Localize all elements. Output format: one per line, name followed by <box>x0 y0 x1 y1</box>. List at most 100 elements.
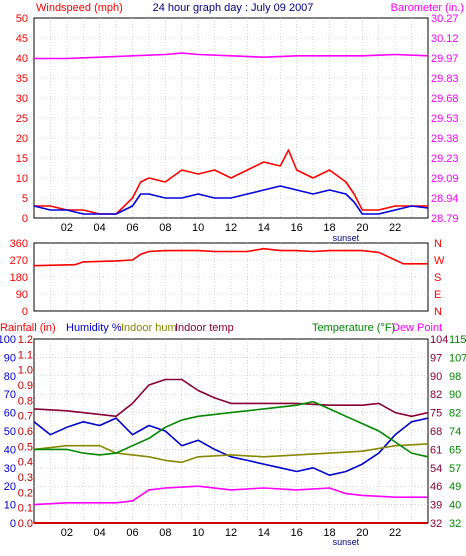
x-tick-label: 02 <box>61 222 73 234</box>
windspeed-tick-label: 15 <box>16 153 28 165</box>
compass-label: E <box>434 289 441 301</box>
humidity-tick-label: 70 <box>4 389 16 401</box>
humidity-tick-label: 10 <box>4 500 16 512</box>
rain-tick-label: 0.7 <box>18 411 33 423</box>
rain-tick-label: 0.1 <box>18 503 33 515</box>
barometer-axis-label: Barometer (in.) <box>391 2 464 14</box>
compass-label: S <box>434 272 441 284</box>
windspeed-tick-label: 10 <box>16 173 28 185</box>
compass-label: W <box>434 255 445 267</box>
x-tick-label: 04 <box>94 527 106 539</box>
temp-tick-label-b: 49 <box>449 481 461 493</box>
barometer-tick-label: 29.68 <box>431 93 459 105</box>
x-tick-label: 10 <box>192 222 204 234</box>
series-line-wind_avg <box>33 185 429 215</box>
x-tick-label: 12 <box>225 527 237 539</box>
windspeed-tick-label: 20 <box>16 133 28 145</box>
windspeed-tick-label: 0 <box>22 213 28 225</box>
humidity-tick-label: 60 <box>4 408 16 420</box>
x-tick-label: 22 <box>389 222 401 234</box>
rainfall-axis-label: Rainfall (in) <box>0 322 56 334</box>
x-tick-label: 16 <box>291 222 303 234</box>
series-line-temperature <box>34 400 429 458</box>
temp-tick-label-b: 57 <box>449 463 461 475</box>
direction-tick-label: 0 <box>22 306 28 318</box>
temp-tick-label-a: 32 <box>430 518 442 530</box>
series-line-indoor_temp <box>33 378 429 418</box>
temp-tick-label-a: 97 <box>430 352 442 364</box>
rain-tick-label: 0.3 <box>18 472 33 484</box>
direction-tick-label: 90 <box>16 289 28 301</box>
windspeed-tick-label: 5 <box>22 193 28 205</box>
x-tick-label: 14 <box>258 527 270 539</box>
barometer-tick-label: 29.38 <box>431 133 459 145</box>
windspeed-tick-label: 50 <box>16 13 28 25</box>
barometer-tick-label: 28.79 <box>431 213 459 225</box>
rain-tick-label: 0.0 <box>18 518 33 530</box>
temp-tick-label-a: 82 <box>430 389 442 401</box>
humidity-tick-label: 30 <box>4 463 16 475</box>
x-tick-label: 20 <box>356 527 368 539</box>
temp-tick-label-a: 75 <box>430 408 442 420</box>
temp-tick-label-a: 46 <box>430 481 442 493</box>
x-tick-label: 18 <box>323 222 335 234</box>
x-tick-label: 10 <box>192 527 204 539</box>
temp-tick-label-b: 74 <box>449 426 461 438</box>
x-tick-label: 08 <box>159 222 171 234</box>
series-line-humidity <box>33 417 429 477</box>
x-tick-label: 02 <box>61 527 73 539</box>
humidity-tick-label: 20 <box>4 481 16 493</box>
barometer-tick-label: 29.23 <box>431 153 459 165</box>
x-tick-label: 16 <box>291 527 303 539</box>
windspeed-tick-label: 30 <box>16 93 28 105</box>
indoor-temp-label: Indoor temp <box>175 322 234 334</box>
temp-tick-label-b: 115 <box>449 334 466 346</box>
humidity-tick-label: 80 <box>4 371 16 383</box>
dew-point-label: Dew Point <box>392 322 442 334</box>
x-tick-label: 18 <box>323 527 335 539</box>
rain-tick-label: 1.0 <box>18 365 33 377</box>
x-tick-label: 14 <box>258 222 270 234</box>
rain-tick-label: 0.8 <box>18 395 33 407</box>
x-tick-label: 06 <box>126 222 138 234</box>
x-tick-label: 06 <box>126 527 138 539</box>
humidity-tick-label: 0 <box>10 518 16 530</box>
barometer-tick-label: 29.53 <box>431 113 459 125</box>
rain-tick-label: 0.9 <box>18 380 33 392</box>
sunset-label-2: sunset <box>333 537 360 547</box>
barometer-tick-label: 30.27 <box>431 13 459 25</box>
temperature-axis-label: Temperature (°F) <box>312 322 395 334</box>
humidity-tick-label: 50 <box>4 426 16 438</box>
temp-tick-label-b: 40 <box>449 500 461 512</box>
rain-tick-label: 0.2 <box>18 487 33 499</box>
compass-label: N <box>434 238 442 250</box>
temp-tick-label-b: 90 <box>449 389 461 401</box>
rain-tick-label: 1.1 <box>18 349 33 361</box>
indoor-hum-label: Indoor hum <box>121 322 177 334</box>
temp-tick-label-b: 82 <box>449 408 461 420</box>
x-tick-label: 12 <box>225 222 237 234</box>
windspeed-axis-label: Windspeed (mph) <box>36 2 123 14</box>
direction-tick-label: 360 <box>10 238 28 250</box>
direction-tick-label: 270 <box>10 255 28 267</box>
rain-tick-label: 0.4 <box>18 457 33 469</box>
humidity-tick-label: 90 <box>4 352 16 364</box>
x-tick-label: 22 <box>389 527 401 539</box>
temp-tick-label-a: 68 <box>430 426 442 438</box>
barometer-tick-label: 29.83 <box>431 73 459 85</box>
rain-tick-label: 1.2 <box>18 334 33 346</box>
windspeed-tick-label: 25 <box>16 113 28 125</box>
windspeed-tick-label: 45 <box>16 33 28 45</box>
temp-tick-label-b: 65 <box>449 444 461 456</box>
windspeed-tick-label: 40 <box>16 53 28 65</box>
temp-tick-label-a: 90 <box>430 371 442 383</box>
sunset-label: sunset <box>333 233 360 243</box>
direction-tick-label: 180 <box>10 272 28 284</box>
barometer-tick-label: 30.12 <box>431 33 459 45</box>
series-line-dew_point <box>33 485 428 506</box>
temp-tick-label-a: 39 <box>430 500 442 512</box>
temp-tick-label-b: 32 <box>449 518 461 530</box>
humidity-tick-label: 40 <box>4 444 16 456</box>
